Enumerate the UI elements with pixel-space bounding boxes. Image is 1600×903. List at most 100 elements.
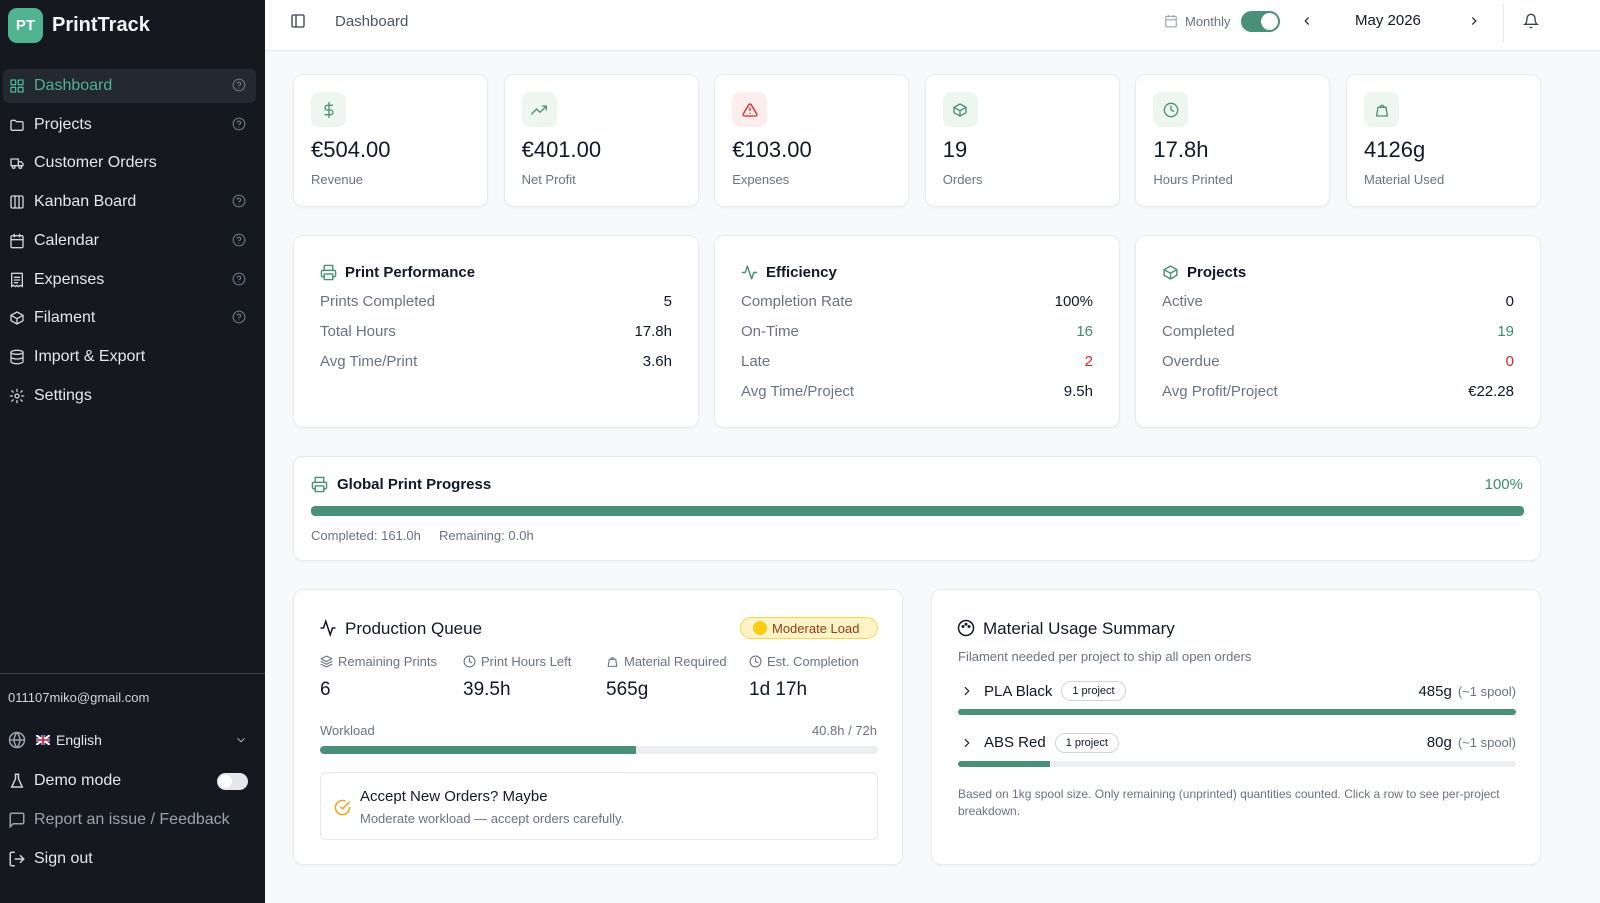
- check-icon: [334, 799, 351, 816]
- kpi-card: €401.00 Net Profit: [503, 74, 699, 207]
- demo-mode[interactable]: Demo mode: [8, 772, 248, 790]
- stat-label: Overdue: [1162, 353, 1220, 370]
- stat-value: 5: [663, 293, 672, 310]
- report-link[interactable]: Report an issue / Feedback: [8, 811, 230, 829]
- nav-icon: [10, 195, 24, 209]
- material-row[interactable]: PLA Black 1 project 485g (~1 spool): [958, 679, 1516, 703]
- stat-card-header: Print Performance: [320, 264, 475, 281]
- stat-row: Completion Rate 100%: [741, 293, 1093, 310]
- kpi-icon-box: [311, 92, 346, 127]
- production-queue-card: Production Queue Moderate Load Workload …: [293, 589, 903, 865]
- material-note: Based on 1kg spool size. Only remaining …: [958, 787, 1500, 818]
- stat-value: 3.6h: [642, 353, 672, 370]
- nav-item[interactable]: Kanban Board: [3, 185, 256, 219]
- nav-item[interactable]: Import & Export: [3, 340, 256, 374]
- prev-month[interactable]: [1300, 14, 1314, 28]
- message-icon: [9, 812, 25, 829]
- global-progress-track: [311, 506, 1524, 516]
- period-toggle[interactable]: [1241, 11, 1280, 32]
- stat-row: Avg Time/Project 9.5h: [741, 383, 1093, 400]
- stat-card-header: Projects: [1162, 264, 1246, 281]
- queue-stat-icon: [749, 655, 762, 668]
- stat-card-title: Efficiency: [766, 264, 837, 281]
- notifications[interactable]: [1523, 13, 1539, 29]
- kpi-card: 19 Orders: [924, 74, 1120, 207]
- kpi-label: Material Used: [1364, 172, 1445, 187]
- kpi-icon: [1163, 102, 1179, 117]
- language: English: [56, 732, 102, 748]
- nav-item[interactable]: Projects: [3, 108, 256, 142]
- next-month[interactable]: [1467, 14, 1481, 28]
- queue-stat-value: 39.5h: [463, 679, 511, 700]
- nav-label: Settings: [34, 386, 92, 404]
- activity-icon: [320, 619, 336, 637]
- stat-value: 9.5h: [1063, 383, 1093, 400]
- spool-count: (~1 spool): [1457, 735, 1516, 750]
- kpi-label: Net Profit: [521, 172, 576, 187]
- load-badge: Moderate Load: [740, 617, 878, 639]
- flag-icon: [36, 735, 50, 745]
- top-bar: Dashboard Monthly May 2026: [265, 0, 1600, 51]
- material-row[interactable]: ABS Red 1 project 80g (~1 spool): [958, 731, 1516, 755]
- sidebar: PT PrintTrack Dashboard Projects Customer …: [0, 0, 265, 903]
- stat-card: Efficiency Completion Rate 100% On-Time 16 La…: [714, 235, 1120, 428]
- help-icon: [232, 233, 246, 247]
- stat-row: Avg Time/Print 3.6h: [320, 353, 672, 370]
- nav-item[interactable]: Expenses: [3, 263, 256, 297]
- stat-row: Late 2: [741, 353, 1093, 370]
- logo: PT: [8, 8, 43, 43]
- app-name: PrintTrack: [52, 14, 150, 36]
- kpi-icon: [953, 102, 967, 117]
- kpi-value: €401.00: [521, 137, 602, 162]
- material-track: [958, 760, 1516, 767]
- nav-label: Filament: [34, 309, 96, 327]
- sidebar-toggle[interactable]: [290, 13, 306, 29]
- stat-value: 2: [1084, 353, 1093, 370]
- nav-label: Import & Export: [34, 347, 146, 365]
- advice-text: Moderate workload — accept orders carefu…: [360, 811, 625, 826]
- queue-stat-label: Print Hours Left: [463, 654, 571, 669]
- nav-item[interactable]: Customer Orders: [3, 146, 256, 180]
- workload-track: [320, 746, 878, 754]
- remaining-hours: Remaining: 0.0h: [439, 528, 534, 543]
- queue-stat-name: Material Required: [624, 654, 727, 669]
- nav-item[interactable]: Settings: [3, 379, 256, 413]
- stat-value: €22.28: [1468, 383, 1514, 400]
- queue-stat-value: 6: [320, 679, 331, 700]
- calendar-icon: [1165, 15, 1177, 28]
- nav-icon: [9, 388, 25, 403]
- project-count: 1 project: [1061, 681, 1126, 701]
- stat-value: 0: [1505, 353, 1514, 370]
- completed-hours: Completed: 161.0h: [311, 528, 421, 543]
- sign-out[interactable]: Sign out: [8, 850, 93, 868]
- nav-item[interactable]: Filament: [3, 301, 256, 335]
- kpi-value: 19: [942, 137, 968, 162]
- stat-row: Active 0: [1162, 293, 1514, 310]
- kpi-value: 17.8h: [1153, 137, 1209, 162]
- queue-stat-label: Remaining Prints: [320, 654, 437, 669]
- stat-icon: [741, 265, 758, 280]
- nav-label: Expenses: [34, 270, 105, 288]
- nav-label: Projects: [34, 115, 92, 133]
- queue-stat-icon: [463, 655, 476, 668]
- queue-stat-value: 1d 17h: [749, 679, 808, 700]
- stat-label: Avg Profit/Project: [1162, 383, 1278, 400]
- expand-chevron: [964, 738, 970, 747]
- stat-card-title: Print Performance: [345, 264, 476, 281]
- language-select[interactable]: English: [8, 731, 248, 749]
- demo-toggle[interactable]: [217, 772, 248, 790]
- report-label: Report an issue / Feedback: [34, 811, 230, 828]
- queue-stat-icon: [607, 657, 618, 667]
- period-label: Monthly: [1185, 14, 1231, 29]
- global-progress-percent: 100%: [1484, 476, 1523, 493]
- stat-row: Prints Completed 5: [320, 293, 672, 310]
- nav-item[interactable]: Calendar: [3, 224, 256, 258]
- stat-label: On-Time: [741, 323, 799, 340]
- stat-value: 19: [1497, 323, 1514, 340]
- nav-item[interactable]: Dashboard: [3, 69, 256, 103]
- kpi-icon-box: [732, 92, 768, 127]
- kpi-card: 4126g Material Used: [1346, 74, 1541, 207]
- material-bar: [958, 760, 1051, 767]
- kpi-card: €504.00 Revenue: [293, 74, 488, 207]
